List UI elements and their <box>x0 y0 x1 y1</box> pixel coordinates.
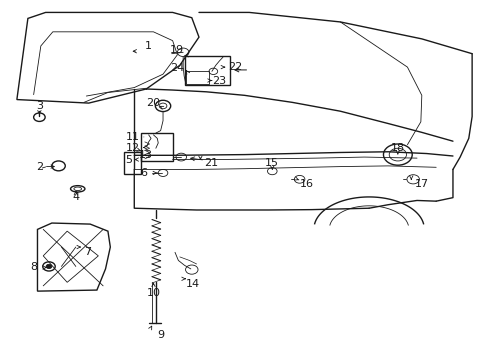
Text: 13: 13 <box>139 150 153 159</box>
Text: 1: 1 <box>145 41 152 51</box>
Text: 23: 23 <box>212 76 226 86</box>
Text: 2: 2 <box>36 162 43 172</box>
Text: 21: 21 <box>203 158 218 168</box>
Text: 8: 8 <box>30 262 37 273</box>
Text: 4: 4 <box>72 192 79 202</box>
Text: 10: 10 <box>146 288 160 298</box>
Circle shape <box>46 264 52 269</box>
Bar <box>185 71 208 84</box>
Text: 17: 17 <box>414 179 428 189</box>
Bar <box>141 133 172 161</box>
Text: 18: 18 <box>390 143 404 153</box>
Text: 5: 5 <box>125 154 132 165</box>
Text: 14: 14 <box>185 279 200 289</box>
Text: 11: 11 <box>126 132 140 142</box>
Text: 22: 22 <box>227 62 242 72</box>
Text: 12: 12 <box>126 143 140 153</box>
Text: 15: 15 <box>265 158 279 168</box>
Bar <box>184 56 230 85</box>
Text: 20: 20 <box>146 98 160 108</box>
Text: 24: 24 <box>170 63 184 73</box>
Text: 19: 19 <box>169 45 183 55</box>
Text: 16: 16 <box>299 179 313 189</box>
Bar <box>123 152 141 174</box>
Text: 3: 3 <box>36 101 43 111</box>
Text: 7: 7 <box>83 247 91 257</box>
Text: 9: 9 <box>157 329 164 339</box>
Text: 6: 6 <box>140 168 147 178</box>
